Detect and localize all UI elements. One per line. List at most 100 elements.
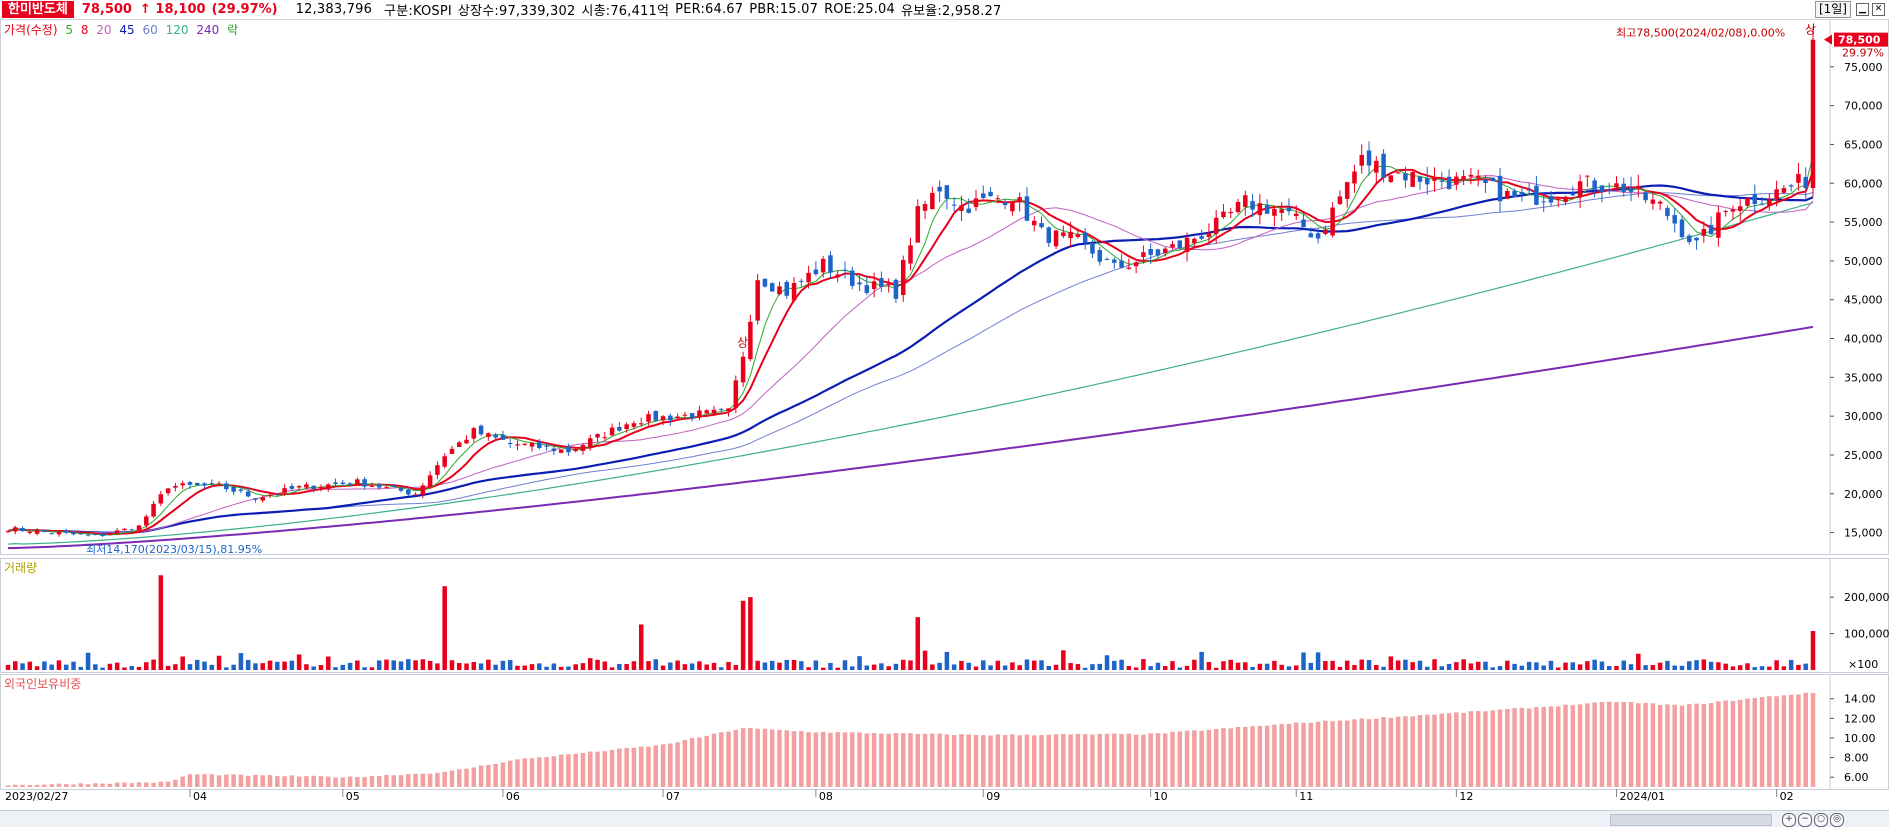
volume-bar (369, 667, 375, 670)
volume-bar (1082, 667, 1088, 670)
legend-ma5[interactable]: 5 (65, 23, 73, 37)
volume-bar (435, 663, 440, 670)
stock-chart[interactable]: 15,000 20,000 25,000 30,000 35,000 40,000 45,0… (0, 19, 1889, 810)
volume-legend[interactable]: 거래량 (4, 561, 38, 575)
candle-body (1526, 189, 1532, 191)
candle (1279, 202, 1284, 221)
foreign-bar (1585, 703, 1590, 787)
volume-bar (1206, 661, 1212, 670)
volume-bar (180, 656, 185, 670)
volume-bar (85, 652, 91, 670)
candle (151, 500, 156, 519)
ma240-line (7, 325, 1814, 550)
volume-bar (1759, 666, 1765, 670)
foreign-bar (1359, 718, 1365, 787)
volume-bar (187, 664, 193, 670)
candle-body (1061, 232, 1066, 237)
price-tick-label: 25,000 (1844, 449, 1883, 462)
foreign-bar (1039, 735, 1044, 787)
zoom-out-icon[interactable]: − (1798, 813, 1812, 827)
candle (1446, 169, 1452, 190)
candle-body (1417, 176, 1423, 182)
volume-bar (1505, 660, 1510, 670)
candle (1046, 226, 1052, 248)
legend-ma60[interactable]: 60 (142, 23, 158, 37)
roe-value: ROE:25.04 (824, 2, 895, 17)
volume-bar (1010, 662, 1015, 670)
volume-bar (1716, 662, 1721, 670)
candle-body (1213, 217, 1219, 234)
volume-bar (507, 660, 513, 670)
volume-bar (937, 662, 942, 670)
candle (1148, 243, 1153, 265)
volume-bar (1730, 666, 1736, 670)
minimize-icon[interactable]: ▁ (1856, 3, 1869, 16)
foreign-bar (1592, 702, 1597, 787)
candle (828, 251, 833, 279)
foreign-bar (1534, 707, 1539, 787)
zoom-fit-icon[interactable]: ◎ (1830, 813, 1844, 827)
foreign-bar (1192, 730, 1197, 787)
foreign-bar (1403, 716, 1408, 787)
candle (1439, 171, 1445, 189)
candle (922, 200, 928, 220)
candle-body (631, 423, 637, 427)
legend-ma240[interactable]: 240 (196, 23, 220, 37)
candle (63, 528, 69, 534)
candle-body (981, 193, 986, 198)
foreign-bar (1141, 734, 1146, 787)
zoom-in-icon[interactable]: + (1782, 813, 1796, 827)
stock-name[interactable]: 한미반도체 (2, 1, 74, 18)
foreign-bar (456, 769, 462, 787)
volume-bar (1112, 660, 1117, 670)
foreign-bar (1745, 698, 1750, 787)
foreign-bar (1199, 730, 1204, 787)
legend-price-title[interactable]: 가격(수정) (4, 23, 58, 37)
candle (522, 443, 528, 446)
candle-body (1293, 213, 1299, 217)
candle-body (551, 448, 557, 452)
legend-ma120[interactable]: 120 (165, 23, 189, 37)
foreign-bar (1112, 733, 1117, 787)
candle (413, 492, 418, 497)
candle (1468, 167, 1474, 185)
volume-bar (1424, 666, 1430, 670)
foreign-bar (638, 746, 644, 787)
foreign-legend[interactable]: 외국인보유비중 (4, 677, 82, 691)
candle (1264, 199, 1270, 214)
foreign-bar (1505, 708, 1510, 787)
candle (1424, 166, 1430, 195)
legend-lock[interactable]: 락 (227, 23, 239, 37)
candle-body (653, 410, 659, 421)
volume-bar (296, 654, 302, 670)
legend-ma8[interactable]: 8 (80, 23, 89, 37)
volume-bar (529, 664, 535, 670)
candle (442, 453, 447, 469)
zoom-reset-icon[interactable]: ○ (1814, 813, 1828, 827)
foreign-bar (1461, 712, 1466, 787)
candle-body (995, 198, 1001, 200)
candle (311, 485, 316, 493)
candle (820, 256, 826, 278)
volume-bar (1323, 661, 1328, 670)
scroll-thumb[interactable] (1610, 814, 1772, 826)
volume-bar (1796, 664, 1801, 670)
close-icon[interactable]: ✕ (1872, 3, 1885, 16)
candle (573, 448, 578, 453)
legend-ma45[interactable]: 45 (119, 23, 135, 37)
candle (1454, 172, 1459, 191)
foreign-bar (20, 784, 25, 787)
candle (1577, 174, 1583, 209)
volume-bar (1570, 662, 1576, 670)
chart-scrollbar[interactable]: + − ○ ◎ (0, 810, 1889, 827)
legend-ma20[interactable]: 20 (96, 23, 112, 37)
volume-bar (1788, 659, 1794, 670)
volume-bar (304, 664, 309, 670)
foreign-bar (122, 782, 127, 787)
period-button[interactable]: [1일] (1814, 1, 1851, 18)
volume-bar (1599, 661, 1605, 670)
candle-body (1585, 175, 1590, 177)
foreign-bar (646, 746, 651, 787)
candle-body (376, 484, 382, 488)
foreign-bar (1628, 702, 1634, 787)
